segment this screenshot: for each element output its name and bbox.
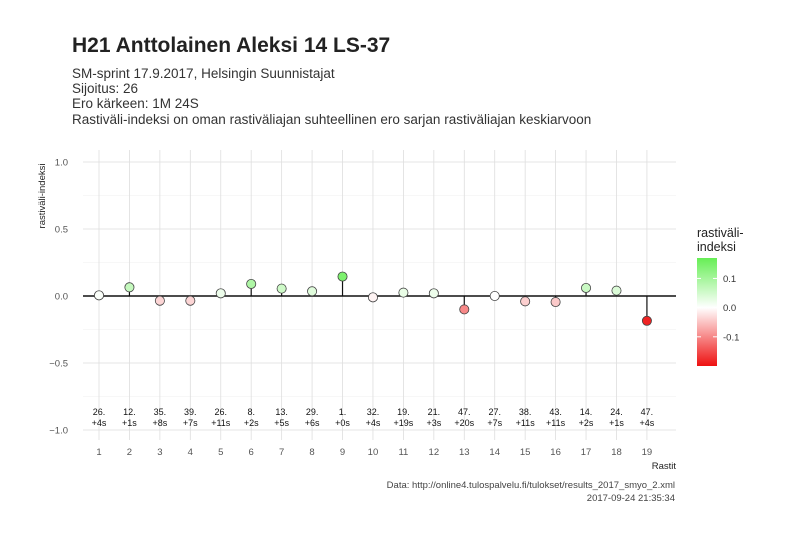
x-tick-label: 7 <box>279 447 284 458</box>
y-tick-label: −1.0 <box>49 426 68 437</box>
diff-label: +5s <box>274 418 289 428</box>
rank-label: 24. <box>610 407 623 417</box>
data-point <box>398 287 409 298</box>
data-point <box>428 288 439 299</box>
diff-label: +1s <box>122 418 137 428</box>
data-point <box>581 282 592 293</box>
diff-label: +4s <box>366 418 381 428</box>
y-tick-label: 1.0 <box>55 158 68 169</box>
rank-label: 19. <box>397 407 410 417</box>
data-point <box>185 295 196 306</box>
rank-label: 32. <box>367 407 380 417</box>
x-tick-label: 17 <box>581 447 592 458</box>
diff-label: +11s <box>211 418 231 428</box>
data-point <box>367 292 378 303</box>
x-tick-label: 18 <box>611 447 622 458</box>
subtitle-placement: Sijoitus: 26 <box>72 81 139 96</box>
legend-title-line1: rastiväli- <box>697 226 744 240</box>
diff-label: +8s <box>152 418 167 428</box>
x-tick-label: 15 <box>520 447 531 458</box>
x-tick-label: 9 <box>340 447 345 458</box>
data-point <box>611 285 622 296</box>
rank-label: 47. <box>458 407 471 417</box>
data-source-caption: Data: http://online4.tulospalvelu.fi/tul… <box>386 480 675 491</box>
chart-title: H21 Anttolainen Aleksi 14 LS-37 <box>72 34 391 57</box>
data-point <box>520 296 531 307</box>
rank-label: 12. <box>123 407 136 417</box>
rank-label: 27. <box>488 407 501 417</box>
x-tick-label: 5 <box>218 447 223 458</box>
data-point <box>276 283 287 294</box>
timestamp-caption: 2017-09-24 21:35:34 <box>586 493 675 504</box>
rank-label: 26. <box>215 407 228 417</box>
x-tick-label: 1 <box>96 447 101 458</box>
y-tick-label: 0.0 <box>55 292 68 303</box>
x-tick-label: 6 <box>249 447 254 458</box>
rank-label: 47. <box>641 407 654 417</box>
data-point <box>124 282 135 293</box>
y-axis-label: rastiväli-indeksi <box>37 164 48 229</box>
data-point <box>489 290 500 301</box>
y-tick-label: 0.5 <box>55 225 68 236</box>
x-tick-label: 12 <box>429 447 440 458</box>
legend-tick-label: 0.0 <box>723 303 736 314</box>
rank-label: 21. <box>428 407 441 417</box>
data-point <box>94 290 105 301</box>
rank-label: 43. <box>549 407 562 417</box>
diff-label: +20s <box>454 418 474 428</box>
rank-label: 26. <box>93 407 106 417</box>
legend-tick-label: -0.1 <box>723 332 739 343</box>
x-tick-label: 13 <box>459 447 470 458</box>
diff-label: +11s <box>516 418 536 428</box>
diff-label: +0s <box>335 418 350 428</box>
rank-label: 38. <box>519 407 532 417</box>
diff-label: +2s <box>244 418 259 428</box>
legend-tick-label: 0.1 <box>723 274 736 285</box>
data-point <box>246 278 257 289</box>
data-point <box>307 286 318 297</box>
rank-label: 14. <box>580 407 593 417</box>
x-tick-label: 8 <box>309 447 314 458</box>
rank-label: 35. <box>154 407 167 417</box>
data-point <box>337 271 348 282</box>
rank-label: 39. <box>184 407 197 417</box>
legend-title-line2: indeksi <box>697 240 736 254</box>
diff-label: +2s <box>579 418 594 428</box>
x-tick-label: 14 <box>489 447 500 458</box>
x-tick-label: 10 <box>368 447 379 458</box>
diff-label: +7s <box>183 418 198 428</box>
rank-label: 1. <box>339 407 347 417</box>
rank-label: 13. <box>275 407 288 417</box>
x-axis-label: Rastit <box>652 461 677 472</box>
x-tick-label: 11 <box>398 447 408 458</box>
rank-label: 8. <box>247 407 255 417</box>
subtitle-event: SM-sprint 17.9.2017, Helsingin Suunnista… <box>72 66 335 81</box>
rank-label: 29. <box>306 407 319 417</box>
diff-label: +6s <box>305 418 320 428</box>
subtitle-explanation: Rastiväli-indeksi on oman rastiväliajan … <box>72 112 592 127</box>
data-point <box>459 304 470 315</box>
x-tick-label: 2 <box>127 447 132 458</box>
x-tick-label: 16 <box>550 447 561 458</box>
x-tick-label: 4 <box>188 447 193 458</box>
x-tick-label: 19 <box>642 447 653 458</box>
data-point <box>154 295 165 306</box>
diff-label: +4s <box>92 418 107 428</box>
data-point <box>641 315 652 326</box>
x-tick-label: 3 <box>157 447 162 458</box>
diff-label: +1s <box>609 418 624 428</box>
data-point <box>215 288 226 299</box>
diff-label: +3s <box>426 418 441 428</box>
diff-label: +19s <box>394 418 414 428</box>
diff-label: +4s <box>640 418 655 428</box>
legend-colorbar <box>697 258 717 366</box>
diff-label: +7s <box>487 418 502 428</box>
diff-label: +11s <box>546 418 566 428</box>
y-tick-label: −0.5 <box>49 359 68 370</box>
subtitle-gap: Ero kärkeen: 1M 24S <box>72 96 199 111</box>
data-point <box>550 297 561 308</box>
